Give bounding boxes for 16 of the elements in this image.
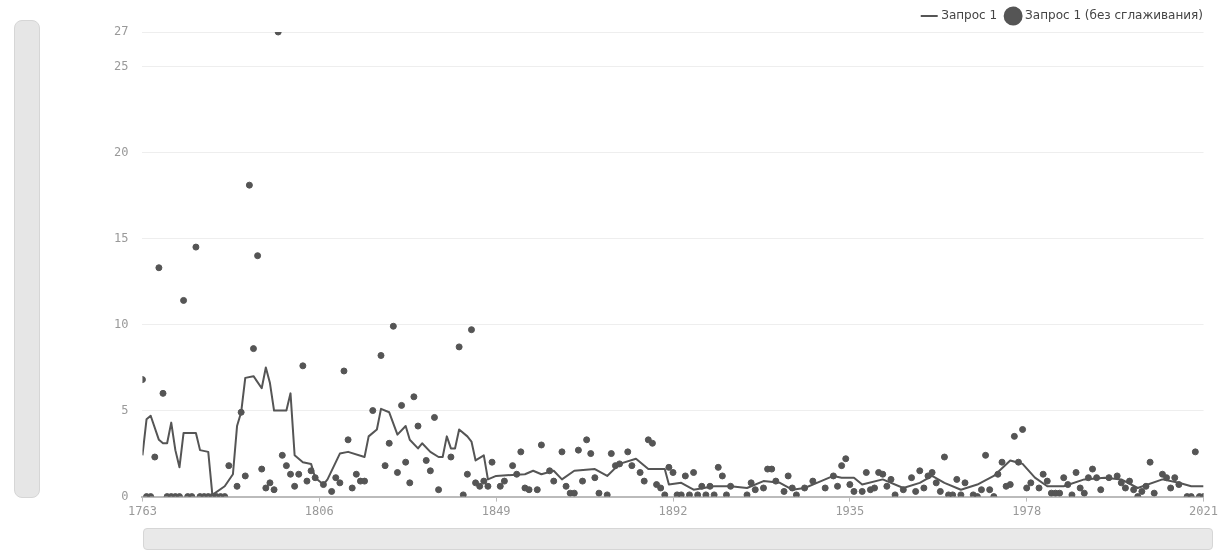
x-tick-label: 1763 xyxy=(128,503,157,518)
y-tick-label: 27 xyxy=(114,24,129,39)
legend-label: Запрос 1 (без сглаживания) xyxy=(1025,8,1204,23)
x-tick-label: 2021 xyxy=(1189,503,1218,518)
x-tick-label: 1849 xyxy=(481,503,511,518)
legend-label: Запрос 1 xyxy=(941,8,998,23)
y-tick-label: 25 xyxy=(114,58,129,73)
y-tick-label: 20 xyxy=(114,144,129,159)
y-tick-label: 15 xyxy=(114,230,129,245)
x-tick-label: 1892 xyxy=(658,503,688,518)
y-tick-label: 5 xyxy=(121,402,129,417)
y-tick-label: 0 xyxy=(121,488,129,503)
x-tick-label: 1978 xyxy=(1012,503,1042,518)
y-tick-label: 10 xyxy=(114,316,129,331)
x-tick-label: 1935 xyxy=(835,503,865,518)
x-tick-label: 1806 xyxy=(304,503,334,518)
